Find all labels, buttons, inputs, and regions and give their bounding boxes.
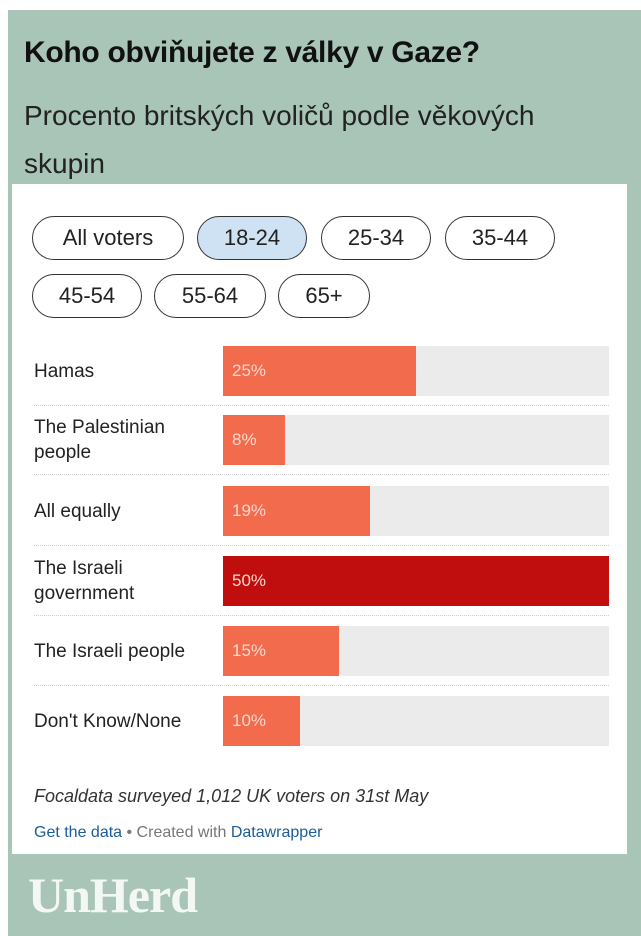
footer-separator: • Created with xyxy=(122,824,231,841)
bar-track: 50% xyxy=(223,556,609,606)
chart-title: Koho obviňujete z války v Gaze? xyxy=(24,36,480,69)
bar-track: 10% xyxy=(223,696,609,746)
row-divider xyxy=(34,615,609,616)
row-divider xyxy=(34,685,609,686)
bar-category-label: All equally xyxy=(34,501,121,522)
bar-value-label: 8% xyxy=(232,430,257,449)
bar: 50% xyxy=(223,556,609,606)
bar-value-label: 15% xyxy=(232,641,267,660)
filter-all-voters[interactable]: All voters xyxy=(32,216,184,260)
bar: 19% xyxy=(223,486,370,536)
row-divider xyxy=(34,405,609,406)
bar-track: 15% xyxy=(223,626,609,676)
bar-value-label: 19% xyxy=(232,501,267,520)
filter-35-44[interactable]: 35-44 xyxy=(445,216,555,260)
bar-value-label: 10% xyxy=(232,711,267,730)
bar-category-label: The Palestinian people xyxy=(34,417,165,463)
bar-category-label: The Israeli people xyxy=(34,641,186,662)
datawrapper-link[interactable]: Datawrapper xyxy=(230,824,323,841)
row-divider xyxy=(34,545,609,546)
bar-category-label: The Israeli government xyxy=(34,558,135,604)
bar-track: 8% xyxy=(223,415,609,465)
bar-value-label: 50% xyxy=(232,571,267,590)
bar: 10% xyxy=(223,696,301,746)
bar-category-label: Don't Know/None xyxy=(34,711,182,732)
bar: 15% xyxy=(223,626,339,676)
footer: Get the data • Created with Datawrapper xyxy=(34,824,322,842)
bar: 25% xyxy=(223,346,416,396)
chart-card: All voters 18-24 25-34 35-44 45-54 55-64… xyxy=(12,184,627,854)
filter-55-64[interactable]: 55-64 xyxy=(154,274,266,318)
bar-track: 25% xyxy=(223,346,609,396)
chart-subtitle: Procento britských voličů podle věkových… xyxy=(24,100,535,179)
source-note: Focaldata surveyed 1,012 UK voters on 31… xyxy=(34,786,429,806)
unherd-logo: UnHerd xyxy=(28,867,198,923)
filter-65-plus[interactable]: 65+ xyxy=(278,274,370,318)
filter-25-34[interactable]: 25-34 xyxy=(321,216,431,260)
get-data-link[interactable]: Get the data xyxy=(34,824,123,841)
bar-value-label: 25% xyxy=(232,361,267,380)
filter-18-24[interactable]: 18-24 xyxy=(197,216,307,260)
bar-track: 19% xyxy=(223,486,609,536)
bar-category-label: Hamas xyxy=(34,361,95,382)
filter-45-54[interactable]: 45-54 xyxy=(32,274,142,318)
bar: 8% xyxy=(223,415,285,465)
row-divider xyxy=(34,474,609,475)
